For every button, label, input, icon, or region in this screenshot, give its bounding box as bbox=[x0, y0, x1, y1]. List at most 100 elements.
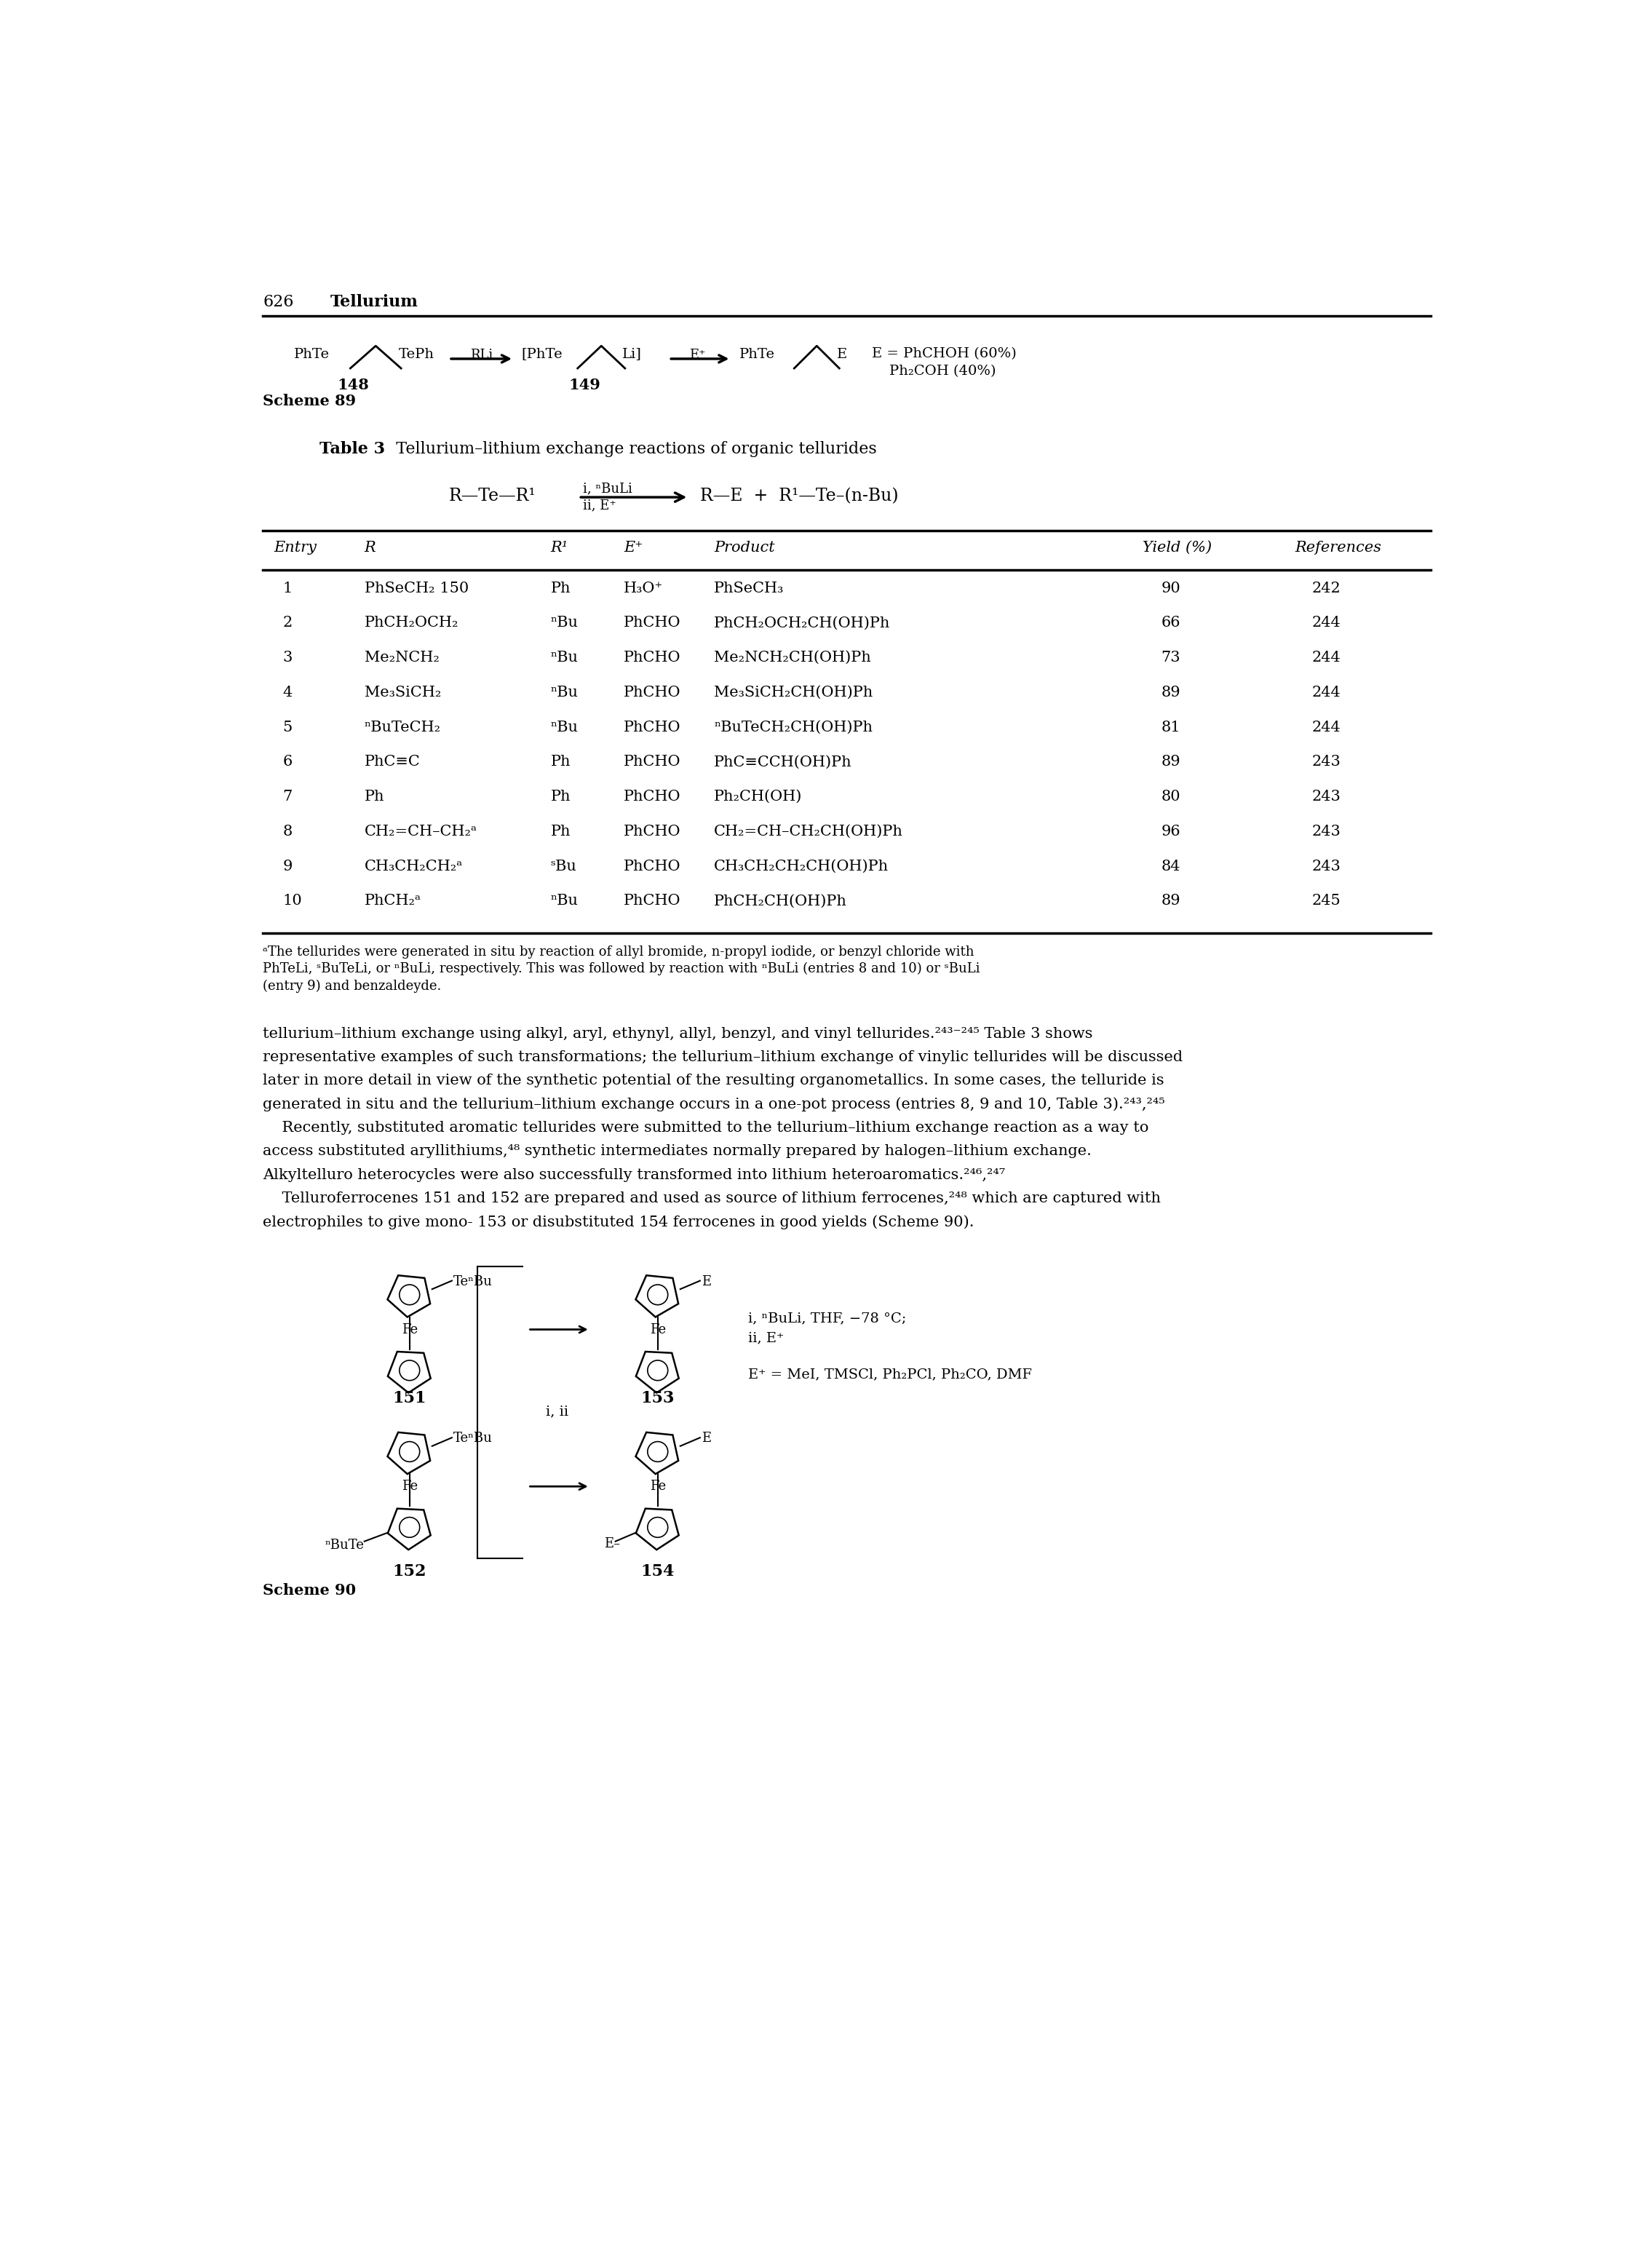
Text: Ph: Ph bbox=[550, 581, 570, 595]
Text: [PhTe: [PhTe bbox=[522, 347, 562, 360]
Text: E: E bbox=[702, 1275, 712, 1288]
Text: Me₂NCH₂: Me₂NCH₂ bbox=[365, 651, 439, 664]
Text: ii, E⁺: ii, E⁺ bbox=[748, 1331, 783, 1344]
Text: 90: 90 bbox=[1161, 581, 1181, 595]
Text: PhTe: PhTe bbox=[294, 347, 330, 360]
Text: Recently, substituted aromatic tellurides were submitted to the tellurium–lithiu: Recently, substituted aromatic telluride… bbox=[263, 1121, 1148, 1135]
Text: CH₂=CH–CH₂CH(OH)Ph: CH₂=CH–CH₂CH(OH)Ph bbox=[714, 824, 904, 838]
Text: 626: 626 bbox=[263, 293, 294, 311]
Text: 244: 244 bbox=[1312, 617, 1341, 631]
Text: 149: 149 bbox=[568, 378, 600, 392]
Text: 243: 243 bbox=[1312, 824, 1341, 838]
Text: PhCH₂ᵃ: PhCH₂ᵃ bbox=[365, 894, 421, 908]
Text: E⁺: E⁺ bbox=[689, 349, 705, 363]
Text: ᵃThe tellurides were generated in situ by reaction of allyl bromide, n-propyl io: ᵃThe tellurides were generated in situ b… bbox=[263, 946, 975, 959]
Text: E = PhCHOH (60%): E = PhCHOH (60%) bbox=[872, 347, 1016, 360]
Text: E⁺: E⁺ bbox=[624, 540, 643, 554]
Text: PhCH₂OCH₂: PhCH₂OCH₂ bbox=[365, 617, 459, 631]
Text: 152: 152 bbox=[393, 1563, 426, 1579]
Text: E: E bbox=[702, 1432, 712, 1446]
Text: PhCH₂CH(OH)Ph: PhCH₂CH(OH)Ph bbox=[714, 894, 847, 908]
Text: Ph: Ph bbox=[550, 790, 570, 804]
Text: 244: 244 bbox=[1312, 721, 1341, 734]
Text: i, ⁿBuLi, THF, −78 °C;: i, ⁿBuLi, THF, −78 °C; bbox=[748, 1311, 907, 1324]
Text: Yield (%): Yield (%) bbox=[1143, 540, 1213, 554]
Text: Ph: Ph bbox=[550, 824, 570, 838]
Text: 4: 4 bbox=[282, 685, 292, 700]
Text: PhCHO: PhCHO bbox=[624, 824, 681, 838]
Text: CH₃CH₂CH₂CH(OH)Ph: CH₃CH₂CH₂CH(OH)Ph bbox=[714, 860, 889, 874]
Text: Entry: Entry bbox=[274, 540, 317, 554]
Text: 153: 153 bbox=[641, 1389, 674, 1405]
Text: 244: 244 bbox=[1312, 651, 1341, 664]
Text: PhTeLi, ˢBuTeLi, or ⁿBuLi, respectively. This was followed by reaction with ⁿBuL: PhTeLi, ˢBuTeLi, or ⁿBuLi, respectively.… bbox=[263, 962, 980, 975]
Text: 7: 7 bbox=[282, 790, 292, 804]
Text: E–: E– bbox=[605, 1538, 620, 1552]
Text: Li]: Li] bbox=[623, 347, 641, 360]
Text: TeⁿBu: TeⁿBu bbox=[454, 1432, 492, 1446]
Text: generated in situ and the tellurium–lithium exchange occurs in a one-pot process: generated in situ and the tellurium–lith… bbox=[263, 1097, 1165, 1112]
Text: ⁿBuTe: ⁿBuTe bbox=[325, 1538, 363, 1552]
Text: Ph₂COH (40%): Ph₂COH (40%) bbox=[889, 365, 996, 378]
Text: Fe: Fe bbox=[649, 1480, 666, 1493]
Text: 243: 243 bbox=[1312, 790, 1341, 804]
Text: (entry 9) and benzaldeyde.: (entry 9) and benzaldeyde. bbox=[263, 980, 441, 993]
Text: H₃O⁺: H₃O⁺ bbox=[624, 581, 664, 595]
Text: Fe: Fe bbox=[401, 1480, 418, 1493]
Text: PhCHO: PhCHO bbox=[624, 790, 681, 804]
Text: 89: 89 bbox=[1161, 685, 1181, 700]
Text: PhCHO: PhCHO bbox=[624, 617, 681, 631]
Text: Fe: Fe bbox=[401, 1322, 418, 1335]
Text: 245: 245 bbox=[1312, 894, 1341, 908]
Text: R—E  +  R¹—Te–(n-Bu): R—E + R¹—Te–(n-Bu) bbox=[700, 489, 899, 504]
Text: 2: 2 bbox=[282, 617, 292, 631]
Text: TePh: TePh bbox=[398, 347, 434, 360]
Text: Ph: Ph bbox=[365, 790, 385, 804]
Text: i, ii: i, ii bbox=[547, 1405, 568, 1419]
Text: PhCHO: PhCHO bbox=[624, 860, 681, 874]
Text: Telluroferrocenes 151 and 152 are prepared and used as source of lithium ferroce: Telluroferrocenes 151 and 152 are prepar… bbox=[263, 1191, 1161, 1205]
Text: 8: 8 bbox=[282, 824, 292, 838]
Text: 242: 242 bbox=[1312, 581, 1341, 595]
Text: E⁺ = MeI, TMSCl, Ph₂PCl, Ph₂CO, DMF: E⁺ = MeI, TMSCl, Ph₂PCl, Ph₂CO, DMF bbox=[748, 1367, 1032, 1380]
Text: TeⁿBu: TeⁿBu bbox=[454, 1275, 492, 1288]
Text: PhCHO: PhCHO bbox=[624, 721, 681, 734]
Text: ⁿBuTeCH₂: ⁿBuTeCH₂ bbox=[365, 721, 441, 734]
Text: 80: 80 bbox=[1161, 790, 1181, 804]
Text: R—Te—R¹: R—Te—R¹ bbox=[449, 489, 537, 504]
Text: 89: 89 bbox=[1161, 754, 1181, 768]
Text: ⁿBu: ⁿBu bbox=[550, 894, 578, 908]
Text: 154: 154 bbox=[641, 1563, 674, 1579]
Text: 243: 243 bbox=[1312, 860, 1341, 874]
Text: ⁿBu: ⁿBu bbox=[550, 617, 578, 631]
Text: Scheme 89: Scheme 89 bbox=[263, 394, 357, 408]
Text: 84: 84 bbox=[1161, 860, 1181, 874]
Text: 73: 73 bbox=[1161, 651, 1181, 664]
Text: 89: 89 bbox=[1161, 894, 1181, 908]
Text: PhCHO: PhCHO bbox=[624, 754, 681, 768]
Text: RLi: RLi bbox=[469, 349, 492, 363]
Text: Ph₂CH(OH): Ph₂CH(OH) bbox=[714, 790, 803, 804]
Text: 6: 6 bbox=[282, 754, 292, 768]
Text: Tellurium–lithium exchange reactions of organic tellurides: Tellurium–lithium exchange reactions of … bbox=[387, 441, 877, 457]
Text: PhCHO: PhCHO bbox=[624, 651, 681, 664]
Text: 3: 3 bbox=[282, 651, 292, 664]
Text: 1: 1 bbox=[282, 581, 292, 595]
Text: Me₃SiCH₂CH(OH)Ph: Me₃SiCH₂CH(OH)Ph bbox=[714, 685, 872, 700]
Text: access substituted aryllithiums,⁴⁸ synthetic intermediates normally prepared by : access substituted aryllithiums,⁴⁸ synth… bbox=[263, 1144, 1092, 1158]
Text: CH₃CH₂CH₂ᵃ: CH₃CH₂CH₂ᵃ bbox=[365, 860, 463, 874]
Text: R: R bbox=[365, 540, 377, 554]
Text: Scheme 90: Scheme 90 bbox=[263, 1583, 357, 1599]
Text: Table 3: Table 3 bbox=[319, 441, 385, 457]
Text: PhCHO: PhCHO bbox=[624, 685, 681, 700]
Text: E: E bbox=[838, 347, 847, 360]
Text: Ph: Ph bbox=[550, 754, 570, 768]
Text: ⁿBu: ⁿBu bbox=[550, 685, 578, 700]
Text: 9: 9 bbox=[282, 860, 292, 874]
Text: PhTe: PhTe bbox=[740, 347, 775, 360]
Text: 10: 10 bbox=[282, 894, 302, 908]
Text: Me₃SiCH₂: Me₃SiCH₂ bbox=[365, 685, 441, 700]
Text: ⁿBuTeCH₂CH(OH)Ph: ⁿBuTeCH₂CH(OH)Ph bbox=[714, 721, 872, 734]
Text: Alkyltelluro heterocycles were also successfully transformed into lithium hetero: Alkyltelluro heterocycles were also succ… bbox=[263, 1169, 1006, 1182]
Text: 243: 243 bbox=[1312, 754, 1341, 768]
